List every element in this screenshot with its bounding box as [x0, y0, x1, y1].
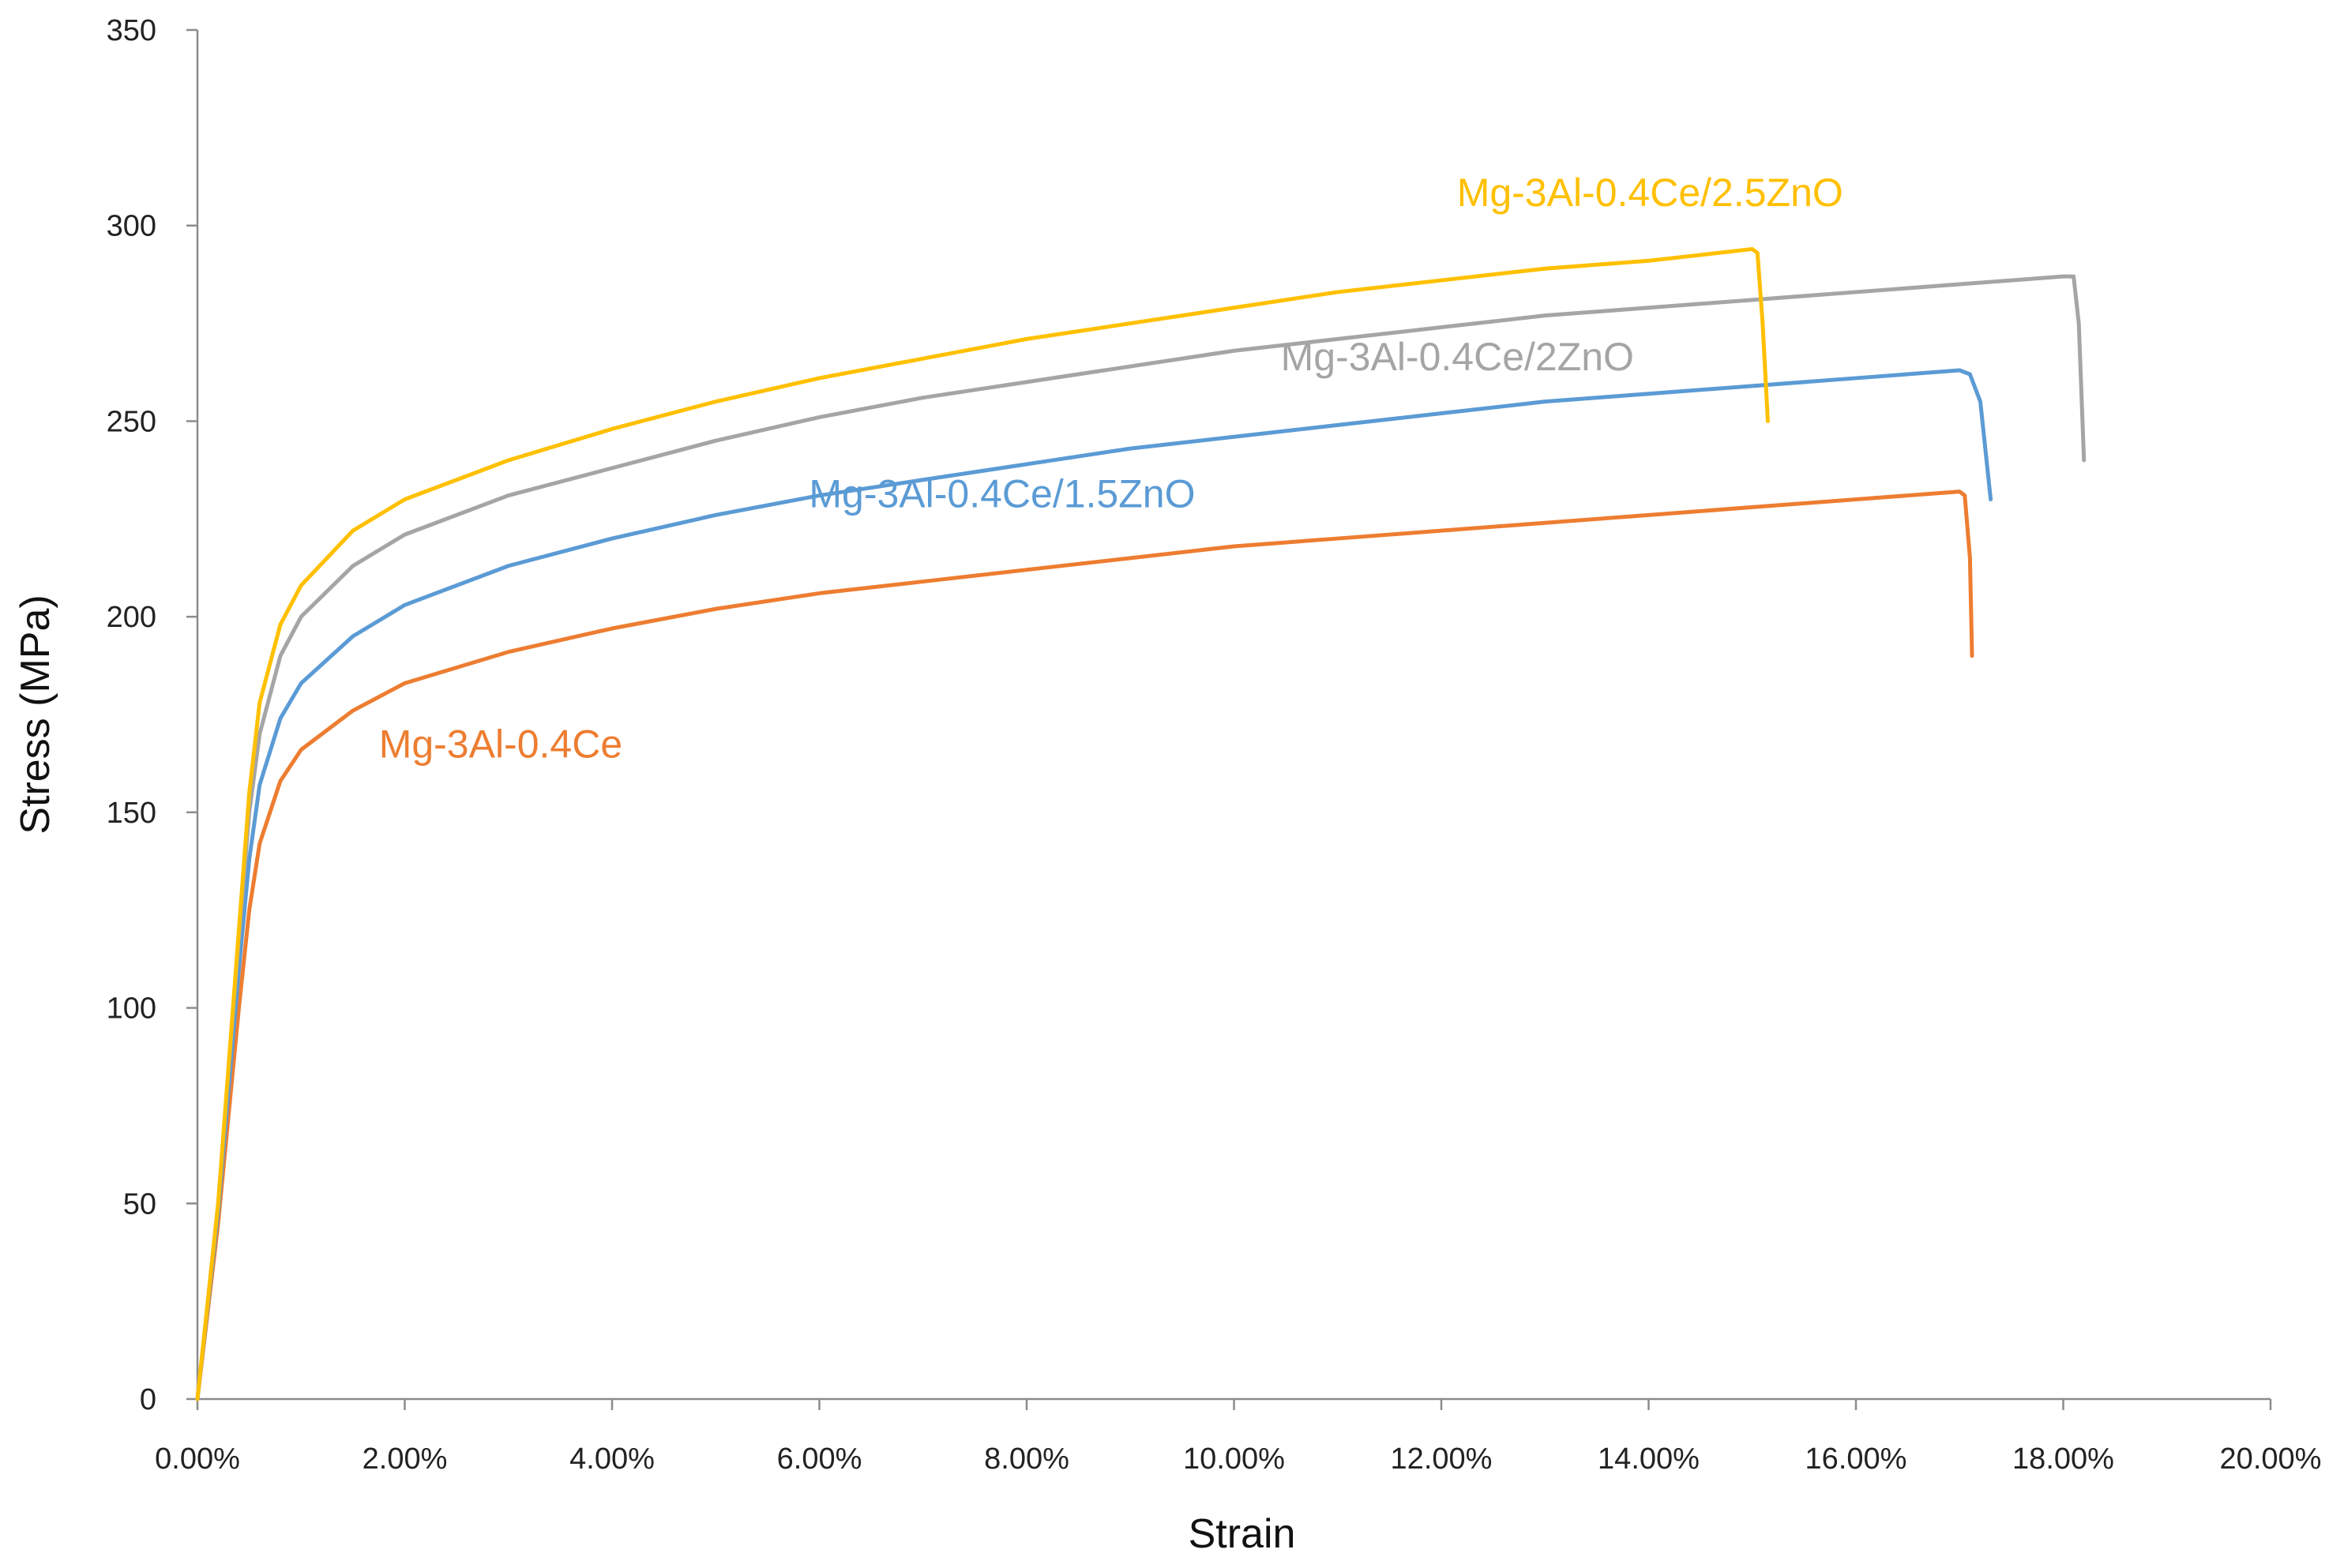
series-line — [195, 490, 1974, 1401]
x-tick-label: 6.00% — [777, 1442, 862, 1476]
x-tick-label: 2.00% — [362, 1442, 448, 1476]
x-tick-label: 12.00% — [1391, 1442, 1493, 1476]
series-line — [195, 368, 1993, 1401]
series-lines — [195, 246, 2087, 1401]
x-axis-title: Strain — [1189, 1511, 1296, 1557]
x-tick-label: 10.00% — [1183, 1442, 1285, 1476]
ticks: 0 50 100 150 200 250 300 350 0.00% 2.00% 4.00% 6.00… — [107, 14, 2322, 1476]
y-axis-title: Stress (MPa) — [13, 595, 58, 834]
x-tick-label: 20.00% — [2220, 1442, 2322, 1476]
series-label: Mg-3Al-0.4Ce/2.5ZnO — [1457, 171, 1843, 215]
x-tick-label: 0.00% — [155, 1442, 240, 1476]
x-tick-label: 8.00% — [984, 1442, 1069, 1476]
y-tick-label: 100 — [107, 992, 156, 1026]
series-label: Mg-3Al-0.4Ce — [379, 722, 622, 766]
series-line — [195, 246, 1770, 1401]
y-tick-label: 300 — [107, 210, 156, 243]
y-tick-label: 50 — [123, 1187, 156, 1221]
series-label: Mg-3Al-0.4Ce/1.5ZnO — [809, 471, 1195, 516]
y-tick-label: 250 — [107, 405, 156, 438]
axes — [196, 30, 2271, 1401]
y-tick-label: 150 — [107, 797, 156, 830]
y-tick-label: 350 — [107, 14, 156, 47]
series-label: Mg-3Al-0.4Ce/2ZnO — [1281, 335, 1634, 379]
series-line — [195, 274, 2087, 1401]
y-tick-label: 200 — [107, 601, 156, 634]
x-tick-label: 14.00% — [1598, 1442, 1700, 1476]
x-tick-label: 16.00% — [1805, 1442, 1907, 1476]
x-tick-label: 4.00% — [569, 1442, 655, 1476]
series-labels: Mg-3Al-0.4Ce Mg-3Al-0.4Ce/1.5ZnO Mg-3Al-0.… — [379, 171, 1843, 767]
x-tick-label: 18.00% — [2012, 1442, 2114, 1476]
y-tick-label: 0 — [140, 1383, 156, 1416]
